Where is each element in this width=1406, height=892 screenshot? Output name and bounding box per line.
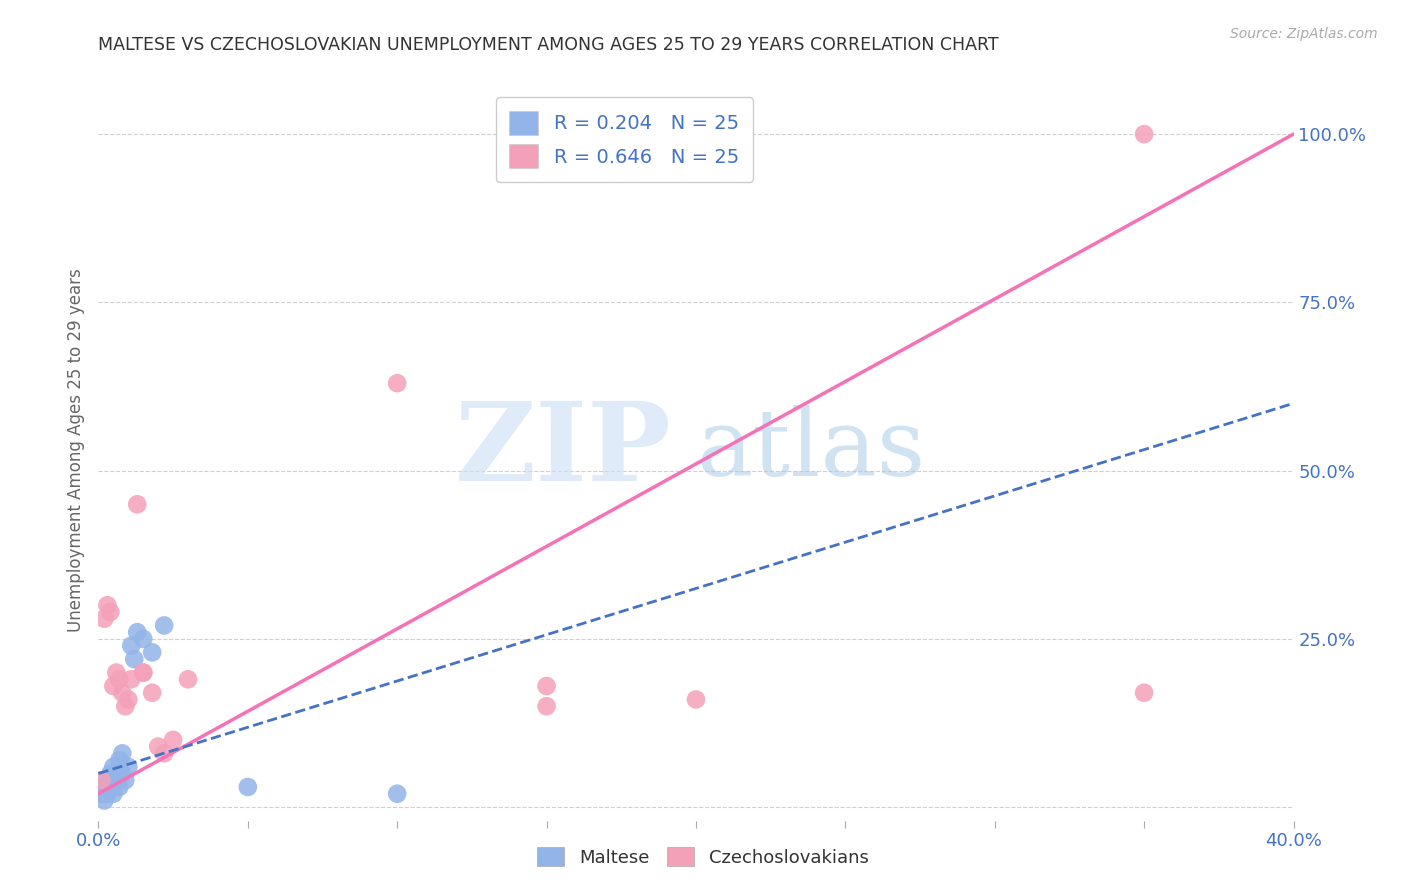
Point — [98, 780, 122, 794]
Point — [96, 773, 118, 788]
Point — [108, 673, 131, 687]
Text: atlas: atlas — [696, 406, 925, 495]
Point — [385, 376, 409, 391]
Point — [93, 780, 115, 794]
Point — [536, 699, 558, 714]
Point — [93, 793, 115, 807]
Point — [96, 599, 118, 613]
Point — [93, 612, 115, 626]
Point — [117, 760, 139, 774]
Point — [103, 787, 125, 801]
Point — [90, 773, 112, 788]
Point — [105, 766, 128, 780]
Point — [685, 692, 707, 706]
Point — [103, 679, 125, 693]
Point — [114, 773, 136, 788]
Point — [90, 787, 112, 801]
Point — [153, 747, 176, 761]
Point — [141, 686, 163, 700]
Point — [153, 618, 176, 632]
Point — [103, 760, 125, 774]
Point — [111, 766, 134, 780]
Point — [120, 639, 142, 653]
Point — [105, 665, 128, 680]
Text: Source: ZipAtlas.com: Source: ZipAtlas.com — [1230, 27, 1378, 41]
Point — [98, 605, 122, 619]
Point — [148, 739, 170, 754]
Point — [114, 699, 136, 714]
Point — [132, 665, 155, 680]
Legend: R = 0.204   N = 25, R = 0.646   N = 25: R = 0.204 N = 25, R = 0.646 N = 25 — [496, 97, 752, 182]
Point — [98, 766, 122, 780]
Point — [177, 673, 200, 687]
Point — [162, 732, 184, 747]
Point — [124, 652, 146, 666]
Point — [117, 692, 139, 706]
Point — [1133, 686, 1156, 700]
Point — [236, 780, 259, 794]
Point — [132, 632, 155, 646]
Point — [111, 686, 134, 700]
Point — [127, 497, 149, 511]
Point — [127, 625, 149, 640]
Point — [120, 673, 142, 687]
Point — [536, 679, 558, 693]
Point — [141, 645, 163, 659]
Point — [1133, 127, 1156, 141]
Point — [132, 665, 155, 680]
Point — [111, 747, 134, 761]
Legend: Maltese, Czechoslovakians: Maltese, Czechoslovakians — [530, 840, 876, 874]
Y-axis label: Unemployment Among Ages 25 to 29 years: Unemployment Among Ages 25 to 29 years — [66, 268, 84, 632]
Point — [96, 787, 118, 801]
Point — [385, 787, 409, 801]
Point — [105, 773, 128, 788]
Point — [108, 780, 131, 794]
Text: MALTESE VS CZECHOSLOVAKIAN UNEMPLOYMENT AMONG AGES 25 TO 29 YEARS CORRELATION CH: MALTESE VS CZECHOSLOVAKIAN UNEMPLOYMENT … — [98, 36, 1000, 54]
Text: ZIP: ZIP — [456, 397, 672, 504]
Point — [108, 753, 131, 767]
